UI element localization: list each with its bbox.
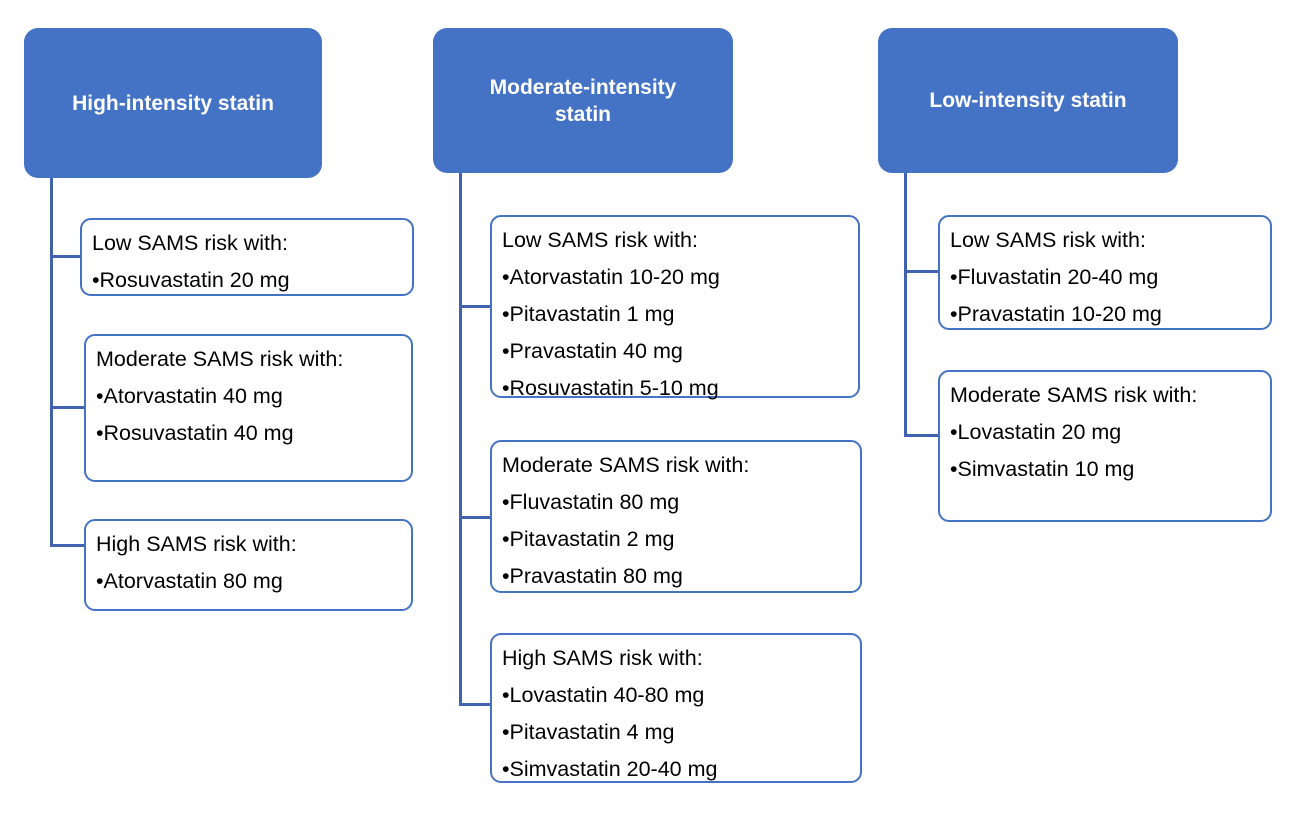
header-moderate-intensity: Moderate-intensity statin [433,28,733,173]
risk-box-high-high: High SAMS risk with: Atorvastatin 80 mg [84,519,413,611]
drug-list: Lovastatin 40-80 mg Pitavastatin 4 mg Si… [502,677,850,788]
risk-box-title: Low SAMS risk with: [92,231,288,255]
drug-list: Atorvastatin 80 mg [96,563,401,600]
drug-item: Rosuvastatin 5-10 mg [502,370,848,407]
risk-box-title: Moderate SAMS risk with: [96,347,344,371]
risk-box-title: Moderate SAMS risk with: [950,383,1198,407]
drug-item: Fluvastatin 80 mg [502,484,850,521]
header-moderate-intensity-label: Moderate-intensity statin [489,75,677,126]
drug-item: Pravastatin 80 mg [502,558,850,595]
drug-item: Pravastatin 40 mg [502,333,848,370]
risk-box-title: High SAMS risk with: [96,532,297,556]
risk-box-moderate-moderate: Moderate SAMS risk with: Fluvastatin 80 … [490,440,862,593]
risk-box-moderate-high: High SAMS risk with: Lovastatin 40-80 mg… [490,633,862,783]
drug-item: Simvastatin 10 mg [950,451,1260,488]
drug-list: Lovastatin 20 mg Simvastatin 10 mg [950,414,1260,488]
drug-item: Atorvastatin 40 mg [96,378,401,415]
connector-line [459,703,490,706]
connector-line [50,406,84,409]
drug-list: Fluvastatin 20-40 mg Pravastatin 10-20 m… [950,259,1260,333]
drug-item: Fluvastatin 20-40 mg [950,259,1260,296]
connector-line [904,270,938,273]
drug-list: Atorvastatin 10-20 mg Pitavastatin 1 mg … [502,259,848,407]
header-high-intensity-label: High-intensity statin [72,91,274,115]
header-low-intensity-label: Low-intensity statin [929,89,1127,112]
connector-line [459,516,490,519]
drug-item: Pravastatin 10-20 mg [950,296,1260,333]
drug-list: Rosuvastatin 20 mg [92,262,402,299]
drug-item: Pitavastatin 1 mg [502,296,848,333]
drug-item: Pitavastatin 4 mg [502,714,850,751]
risk-box-low-moderate: Moderate SAMS risk with: Lovastatin 20 m… [938,370,1272,522]
connector-line [50,544,84,547]
risk-box-high-low: Low SAMS risk with: Rosuvastatin 20 mg [80,218,414,296]
risk-box-low-low: Low SAMS risk with: Fluvastatin 20-40 mg… [938,215,1272,330]
connector-line [904,434,938,437]
connector-line [50,255,80,258]
risk-box-title: Low SAMS risk with: [502,228,698,252]
risk-box-title: High SAMS risk with: [502,646,703,670]
drug-item: Atorvastatin 80 mg [96,563,401,600]
connector-line [904,173,907,437]
header-low-intensity: Low-intensity statin [878,28,1178,173]
risk-box-title: Low SAMS risk with: [950,228,1146,252]
drug-list: Atorvastatin 40 mg Rosuvastatin 40 mg [96,378,401,452]
drug-item: Rosuvastatin 20 mg [92,262,402,299]
drug-item: Rosuvastatin 40 mg [96,415,401,452]
connector-line [459,305,490,308]
drug-item: Lovastatin 20 mg [950,414,1260,451]
risk-box-moderate-low: Low SAMS risk with: Atorvastatin 10-20 m… [490,215,860,400]
drug-item: Simvastatin 20-40 mg [502,751,850,788]
drug-item: Pitavastatin 2 mg [502,521,850,558]
header-high-intensity: High-intensity statin [24,28,322,178]
risk-box-high-moderate: Moderate SAMS risk with: Atorvastatin 40… [84,334,413,482]
connector-line [50,178,53,547]
connector-line [459,173,462,706]
drug-item: Atorvastatin 10-20 mg [502,259,848,296]
drug-list: Fluvastatin 80 mg Pitavastatin 2 mg Prav… [502,484,850,595]
drug-item: Lovastatin 40-80 mg [502,677,850,714]
risk-box-title: Moderate SAMS risk with: [502,453,750,477]
